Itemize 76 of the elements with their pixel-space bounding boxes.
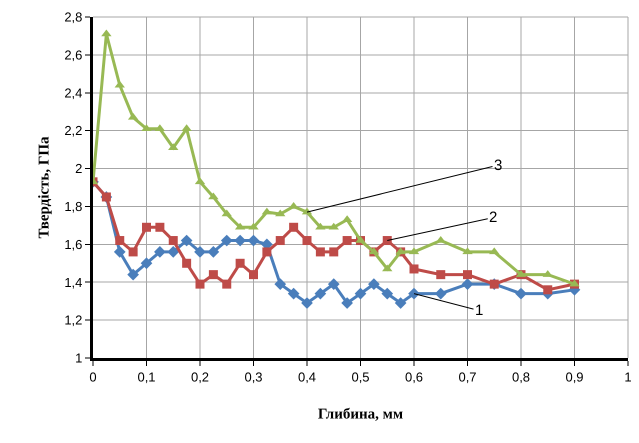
point	[288, 288, 300, 300]
y-tick-label: 1,4	[64, 274, 82, 290]
point	[262, 247, 272, 256]
point	[196, 280, 204, 289]
point	[208, 270, 218, 280]
point	[167, 246, 180, 258]
x-tick-label: 0,8	[512, 370, 530, 385]
y-tick-label: 2,4	[64, 85, 82, 100]
point	[368, 278, 380, 290]
annotation: 1	[475, 302, 484, 319]
point	[462, 278, 474, 290]
point	[168, 236, 178, 246]
point	[410, 264, 418, 274]
point	[328, 222, 339, 230]
point	[140, 257, 152, 270]
point	[382, 236, 392, 246]
y-tick-label: 2,8	[64, 10, 82, 25]
point	[302, 236, 312, 246]
point	[489, 247, 500, 254]
point	[354, 288, 366, 300]
y-tick-label: 1,6	[64, 236, 82, 252]
y-tick-label: 2	[75, 161, 82, 176]
x-tick-label: 0,3	[244, 370, 263, 385]
point	[274, 278, 286, 290]
point	[316, 247, 325, 256]
point	[301, 297, 313, 309]
point	[234, 234, 246, 246]
y-tick-label: 1,2	[64, 312, 82, 328]
y-axis-title: Твердість, ГПа	[36, 136, 53, 239]
point	[463, 270, 472, 280]
point	[314, 288, 326, 300]
x-tick-label: 0	[89, 370, 97, 385]
point	[114, 246, 126, 258]
annotation: 3	[494, 157, 502, 174]
y-tick-label: 1,8	[64, 198, 82, 214]
point	[248, 234, 260, 246]
x-tick-label: 1	[624, 370, 632, 385]
x-tick-label: 0,6	[404, 370, 424, 385]
x-tick-label: 0,5	[351, 370, 370, 385]
y-tick-label: 2,2	[64, 123, 82, 138]
y-tick-label: 2,6	[64, 47, 82, 62]
point	[155, 222, 164, 232]
x-tick-label: 0,4	[298, 370, 316, 385]
point	[329, 247, 338, 256]
point	[436, 270, 446, 280]
point	[249, 270, 258, 280]
point	[408, 288, 420, 300]
x-tick-label: 0,2	[190, 370, 210, 385]
point	[341, 297, 353, 309]
x-tick-label: 0,9	[565, 370, 584, 385]
point	[222, 280, 232, 289]
point	[208, 246, 220, 258]
point	[142, 222, 151, 232]
point	[342, 236, 352, 246]
point	[194, 246, 206, 258]
point	[236, 258, 245, 268]
x-tick-label: 0,7	[458, 370, 477, 385]
point	[127, 268, 139, 280]
point	[128, 247, 138, 256]
x-axis-title: Глибина, мм	[318, 406, 404, 423]
point	[381, 288, 394, 300]
point	[543, 285, 552, 294]
point	[289, 222, 298, 232]
annotation: 2	[489, 209, 498, 226]
point	[154, 246, 166, 258]
point	[182, 258, 192, 268]
point	[180, 234, 192, 246]
x-tick-label: 0,1	[137, 370, 156, 385]
point	[434, 288, 447, 300]
point	[328, 278, 340, 290]
point	[115, 236, 124, 246]
point	[394, 297, 406, 309]
y-tick-label: 1	[75, 350, 82, 366]
point	[382, 264, 392, 272]
point	[276, 236, 285, 246]
point	[515, 288, 527, 300]
